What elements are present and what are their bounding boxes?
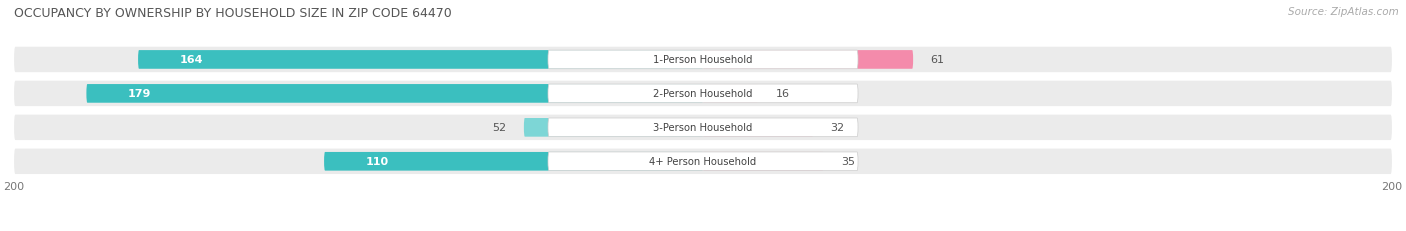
FancyBboxPatch shape xyxy=(14,149,1392,174)
FancyBboxPatch shape xyxy=(703,119,813,137)
Text: 110: 110 xyxy=(366,157,388,167)
Text: 32: 32 xyxy=(831,123,845,133)
Text: 52: 52 xyxy=(492,123,506,133)
Text: 35: 35 xyxy=(841,157,855,167)
FancyBboxPatch shape xyxy=(703,152,824,171)
Text: Source: ZipAtlas.com: Source: ZipAtlas.com xyxy=(1288,7,1399,17)
FancyBboxPatch shape xyxy=(703,85,758,103)
FancyBboxPatch shape xyxy=(14,115,1392,140)
FancyBboxPatch shape xyxy=(14,48,1392,73)
Text: 4+ Person Household: 4+ Person Household xyxy=(650,157,756,167)
FancyBboxPatch shape xyxy=(548,152,858,171)
Text: 3-Person Household: 3-Person Household xyxy=(654,123,752,133)
FancyBboxPatch shape xyxy=(548,85,858,103)
FancyBboxPatch shape xyxy=(323,152,703,171)
FancyBboxPatch shape xyxy=(138,51,703,70)
Text: 164: 164 xyxy=(180,55,202,65)
FancyBboxPatch shape xyxy=(548,119,858,137)
FancyBboxPatch shape xyxy=(703,51,912,70)
Text: OCCUPANCY BY OWNERSHIP BY HOUSEHOLD SIZE IN ZIP CODE 64470: OCCUPANCY BY OWNERSHIP BY HOUSEHOLD SIZE… xyxy=(14,7,451,20)
FancyBboxPatch shape xyxy=(548,51,858,70)
FancyBboxPatch shape xyxy=(14,81,1392,107)
Text: 179: 179 xyxy=(128,89,150,99)
FancyBboxPatch shape xyxy=(86,85,703,103)
FancyBboxPatch shape xyxy=(524,119,703,137)
Text: 1-Person Household: 1-Person Household xyxy=(654,55,752,65)
Text: 61: 61 xyxy=(931,55,945,65)
Text: 16: 16 xyxy=(775,89,789,99)
Text: 2-Person Household: 2-Person Household xyxy=(654,89,752,99)
